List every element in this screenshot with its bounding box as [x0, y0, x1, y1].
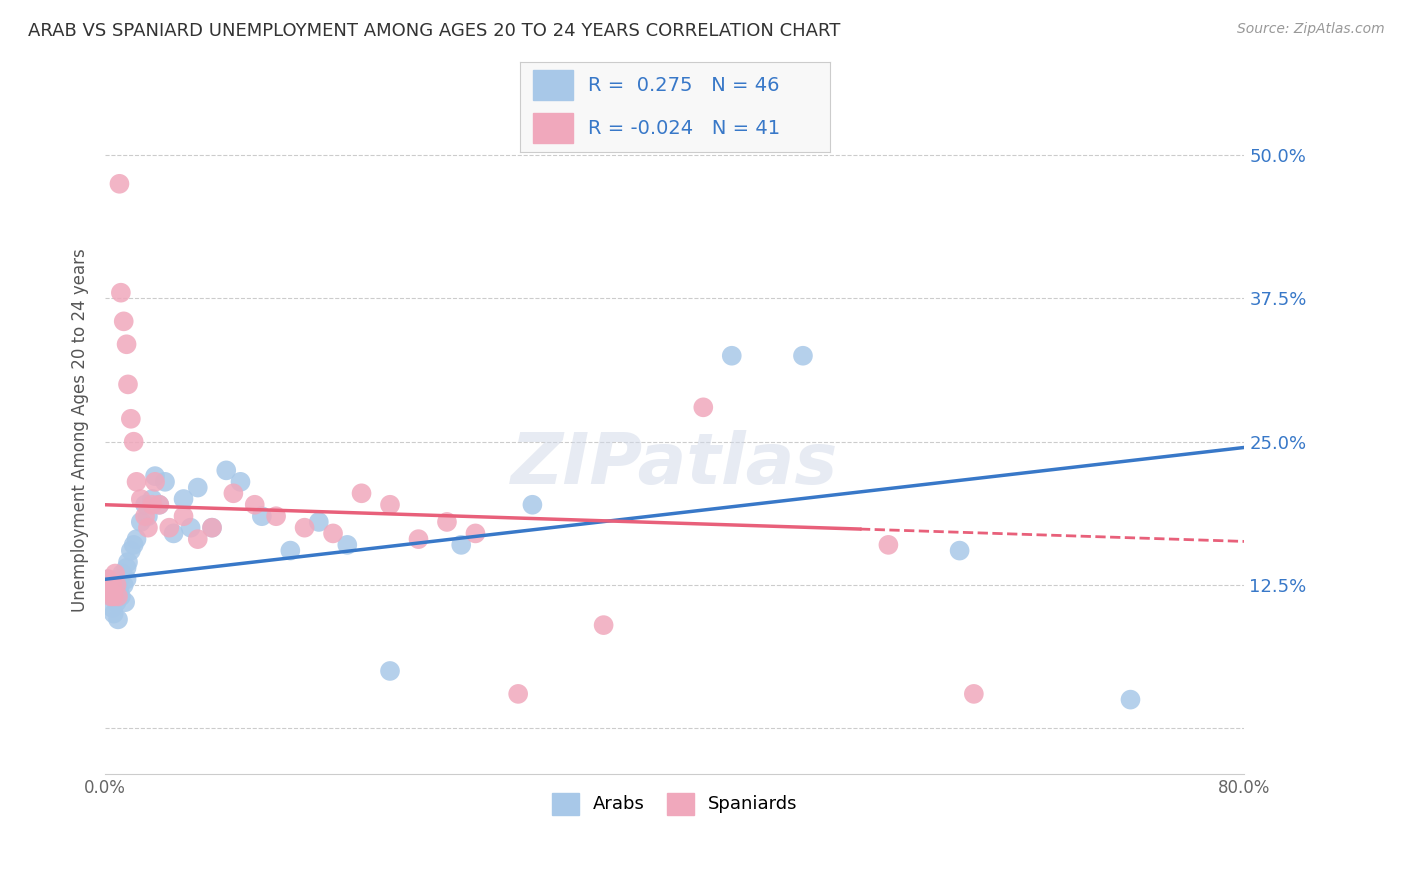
Point: [408, 532, 430, 546]
Point: [222, 486, 245, 500]
Point: [112, 314, 135, 328]
Point: [522, 498, 544, 512]
Point: [592, 618, 614, 632]
Text: ZIPatlas: ZIPatlas: [512, 430, 838, 500]
Point: [378, 664, 401, 678]
Point: [148, 498, 170, 512]
Point: [114, 595, 136, 609]
Point: [180, 521, 202, 535]
Point: [125, 475, 148, 489]
Point: [100, 590, 122, 604]
Point: [115, 572, 138, 586]
Point: [877, 538, 900, 552]
Point: [336, 538, 359, 552]
Point: [508, 687, 530, 701]
Point: [264, 509, 287, 524]
Point: [350, 486, 373, 500]
Text: ARAB VS SPANIARD UNEMPLOYMENT AMONG AGES 20 TO 24 YEARS CORRELATION CHART: ARAB VS SPANIARD UNEMPLOYMENT AMONG AGES…: [28, 22, 841, 40]
Point: [963, 687, 986, 701]
Point: [278, 543, 301, 558]
Point: [115, 337, 138, 351]
Point: [129, 491, 152, 506]
Point: [720, 349, 742, 363]
Point: [100, 583, 122, 598]
Point: [294, 521, 316, 535]
Point: [201, 521, 224, 535]
Point: [115, 561, 138, 575]
Point: [464, 526, 486, 541]
Point: [101, 590, 124, 604]
Point: [141, 498, 163, 512]
Point: [436, 515, 458, 529]
Point: [120, 411, 142, 425]
Point: [250, 509, 273, 524]
Point: [201, 521, 224, 535]
Point: [134, 498, 156, 512]
Point: [187, 481, 209, 495]
Point: [110, 285, 132, 300]
Point: [103, 590, 125, 604]
Point: [108, 572, 131, 586]
Bar: [533, 70, 572, 100]
Point: [97, 572, 120, 586]
Point: [148, 498, 170, 512]
Point: [105, 595, 128, 609]
Point: [105, 578, 128, 592]
Point: [98, 578, 121, 592]
Point: [111, 566, 134, 581]
Point: [136, 509, 159, 524]
Point: [125, 532, 148, 546]
Point: [122, 434, 145, 449]
Point: [110, 590, 132, 604]
Point: [101, 578, 124, 592]
Point: [141, 491, 163, 506]
Text: R =  0.275   N = 46: R = 0.275 N = 46: [588, 76, 780, 95]
Point: [322, 526, 344, 541]
Point: [143, 475, 166, 489]
Point: [98, 583, 121, 598]
Point: [153, 475, 176, 489]
Point: [143, 469, 166, 483]
Point: [104, 566, 127, 581]
Point: [162, 526, 184, 541]
Point: [792, 349, 814, 363]
Bar: [533, 113, 572, 143]
Point: [1119, 692, 1142, 706]
Point: [308, 515, 330, 529]
Point: [136, 521, 159, 535]
Point: [157, 521, 180, 535]
Point: [134, 509, 156, 524]
Point: [101, 601, 124, 615]
Point: [122, 538, 145, 552]
Text: R = -0.024   N = 41: R = -0.024 N = 41: [588, 119, 780, 138]
Text: Source: ZipAtlas.com: Source: ZipAtlas.com: [1237, 22, 1385, 37]
Point: [117, 377, 139, 392]
Point: [378, 498, 401, 512]
Point: [173, 491, 195, 506]
Point: [450, 538, 472, 552]
Point: [129, 515, 152, 529]
Point: [215, 463, 238, 477]
Point: [97, 572, 120, 586]
Point: [108, 583, 131, 598]
Point: [107, 612, 129, 626]
Point: [949, 543, 972, 558]
Point: [104, 578, 127, 592]
Point: [103, 607, 125, 621]
Point: [243, 498, 266, 512]
Point: [120, 543, 142, 558]
Y-axis label: Unemployment Among Ages 20 to 24 years: Unemployment Among Ages 20 to 24 years: [72, 248, 89, 612]
Point: [117, 555, 139, 569]
Point: [108, 177, 131, 191]
Point: [187, 532, 209, 546]
Point: [112, 578, 135, 592]
Point: [692, 401, 714, 415]
Point: [173, 509, 195, 524]
Point: [229, 475, 252, 489]
Legend: Arabs, Spaniards: Arabs, Spaniards: [543, 783, 807, 823]
Point: [107, 590, 129, 604]
